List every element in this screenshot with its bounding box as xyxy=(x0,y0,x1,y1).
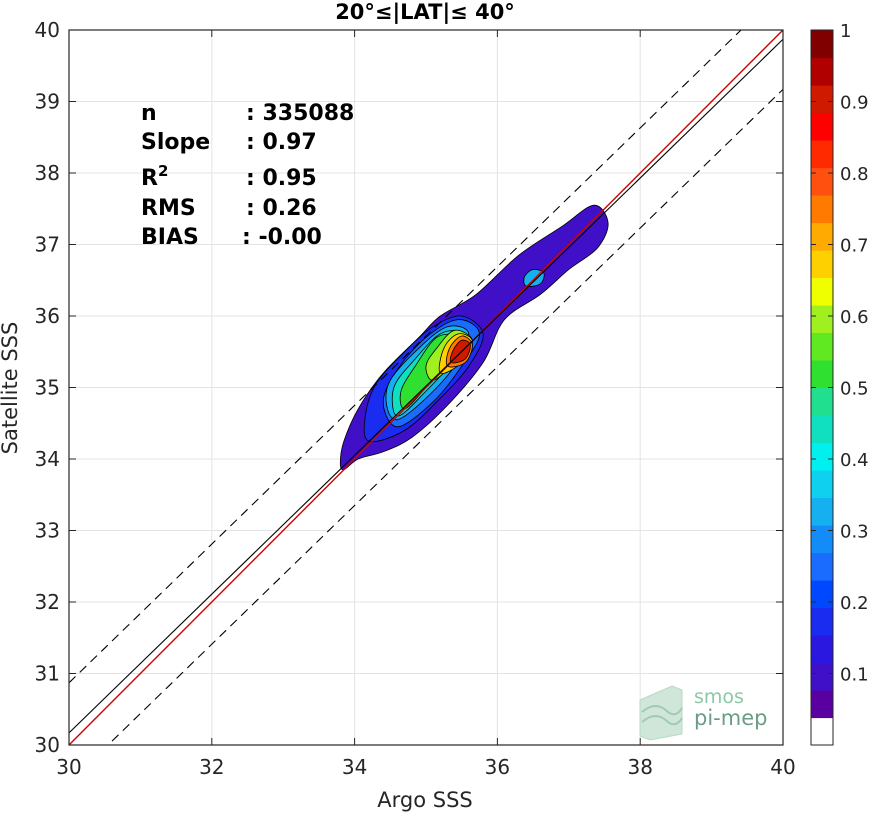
y-axis-label: Satellite SSS xyxy=(0,322,22,455)
colorbar-segment xyxy=(811,387,833,416)
stat-value-rms: : 0.26 xyxy=(246,196,317,221)
reference-lines xyxy=(69,30,783,745)
y-tick-label: 37 xyxy=(35,233,60,257)
logo-text-smos: smos xyxy=(694,686,744,708)
chart-title: 20°≤|LAT|≤ 40° xyxy=(335,0,515,25)
x-tick-label: 36 xyxy=(485,755,510,779)
colorbar: 0.1 0.2 0.3 0.4 0.5 0.6 0.7 0.8 0.9 1 xyxy=(810,21,869,746)
stat-value-slope: : 0.97 xyxy=(246,130,317,155)
colorbar-segment xyxy=(811,277,833,306)
colorbar-segment xyxy=(811,717,833,746)
y-tick-label: 32 xyxy=(35,590,60,614)
colorbar-segment xyxy=(811,167,833,196)
colorbar-segment xyxy=(811,112,833,141)
colorbar-segment xyxy=(811,332,833,361)
x-tick-label: 40 xyxy=(770,755,795,779)
colorbar-segment xyxy=(811,635,833,664)
colorbar-segment xyxy=(811,195,833,224)
logo-text-pi-mep: pi-mep xyxy=(694,706,767,730)
stat-label-r: R2 xyxy=(141,162,168,191)
colorbar-segment xyxy=(811,580,833,609)
regression-line xyxy=(69,38,783,734)
y-tick-label: 40 xyxy=(35,18,60,42)
y-tick-label: 38 xyxy=(35,161,60,185)
colorbar-segment xyxy=(811,525,833,554)
y-tick-label: 36 xyxy=(35,304,60,328)
colorbar-segment xyxy=(811,552,833,581)
colorbar-segment xyxy=(811,30,833,59)
colorbar-segment xyxy=(811,305,833,334)
colorbar-tick-label: 0.3 xyxy=(840,522,869,543)
colorbar-segment xyxy=(811,57,833,86)
colorbar-segment xyxy=(811,497,833,526)
y-tick-label: 39 xyxy=(35,90,60,114)
smos-pi-mep-logo: smos pi-mep xyxy=(639,685,767,741)
colorbar-segment xyxy=(811,607,833,636)
stat-label-slope: Slope xyxy=(141,130,210,155)
colorbar-segment xyxy=(811,140,833,169)
y-tick-label: 35 xyxy=(35,376,60,400)
axes: 30 32 34 36 38 40 30 31 32 33 34 35 36 37 38 39 40 xyxy=(35,18,796,779)
x-tick-label: 38 xyxy=(627,755,652,779)
colorbar-segment xyxy=(811,442,833,471)
colorbar-tick-label: 0.7 xyxy=(840,236,869,257)
waves-icon xyxy=(639,685,683,741)
grid xyxy=(69,30,783,745)
x-tick-label: 30 xyxy=(56,755,81,779)
y-tick-label: 33 xyxy=(35,519,60,543)
stat-value-r: : 0.95 xyxy=(246,166,317,191)
lower-bound-line xyxy=(107,88,783,745)
y-tick-label: 34 xyxy=(35,447,60,471)
colorbar-tick-label: 0.5 xyxy=(840,379,869,400)
stat-value-bias: : -0.00 xyxy=(242,225,322,250)
one-to-one-line xyxy=(69,30,783,745)
x-tick-label: 32 xyxy=(199,755,224,779)
y-tick-label: 31 xyxy=(35,662,60,686)
colorbar-tick-label: 0.1 xyxy=(840,665,869,686)
colorbar-tick-label: 0.2 xyxy=(840,593,869,614)
colorbar-segment xyxy=(811,250,833,279)
colorbar-tick-label: 0.4 xyxy=(840,450,869,471)
colorbar-tick-label: 1 xyxy=(840,21,851,42)
colorbar-segment xyxy=(811,415,833,444)
colorbar-segment xyxy=(811,85,833,114)
stat-value-n: : 335088 xyxy=(246,101,354,126)
colorbar-tick-label: 0.8 xyxy=(840,164,869,185)
colorbar-segment xyxy=(811,470,833,499)
upper-bound-line xyxy=(69,30,742,684)
stat-label-bias: BIAS xyxy=(141,225,199,250)
colorbar-segment xyxy=(811,222,833,251)
y-tick-label: 30 xyxy=(35,733,60,757)
stat-label-rms: RMS xyxy=(141,196,196,221)
stat-label-n: n xyxy=(141,101,157,126)
x-tick-label: 34 xyxy=(342,755,367,779)
colorbar-segment xyxy=(811,690,833,719)
x-axis-label: Argo SSS xyxy=(377,788,472,812)
colorbar-tick-label: 0.6 xyxy=(840,307,869,328)
colorbar-tick-label: 0.9 xyxy=(840,93,869,114)
statistics-box: n : 335088 Slope : 0.97 R2 : 0.95 RMS : 0.26 BIA… xyxy=(141,101,354,250)
colorbar-segment xyxy=(811,662,833,691)
colorbar-segment xyxy=(811,360,833,389)
